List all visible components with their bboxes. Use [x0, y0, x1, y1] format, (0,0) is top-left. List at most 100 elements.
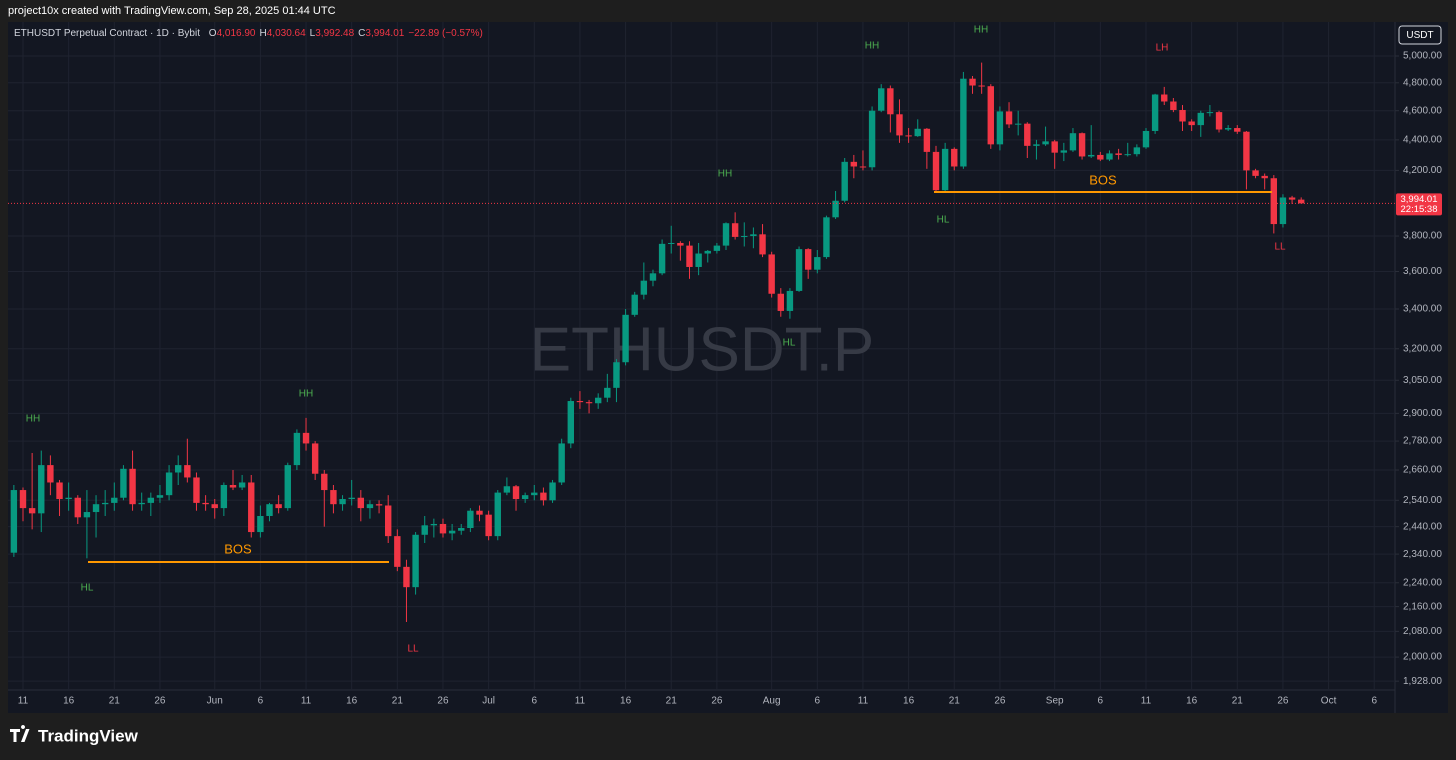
candle-body: [1288, 197, 1296, 200]
ohlc-key: H: [260, 28, 267, 39]
candle-body: [10, 490, 18, 553]
ohlc-value: 4,016.90: [217, 28, 256, 39]
candle-body: [220, 484, 228, 509]
candle-body: [1161, 94, 1168, 102]
y-tick-label: 2,660.00: [1403, 465, 1442, 476]
candle-body: [184, 465, 191, 478]
candle-body: [1097, 154, 1104, 160]
candle-body: [129, 468, 136, 505]
candle-body: [795, 249, 803, 291]
candle-body: [138, 502, 145, 505]
annotation: BOS: [1089, 172, 1117, 187]
candle-body: [248, 482, 255, 533]
candle-body: [521, 495, 529, 500]
candle-body: [841, 161, 848, 201]
candle-body: [430, 523, 438, 526]
y-tick-label: 3,800.00: [1403, 231, 1442, 242]
x-tick-label: 21: [949, 696, 961, 707]
candle-body: [1124, 154, 1131, 156]
candle-body: [1179, 109, 1186, 122]
candle-body: [731, 223, 739, 237]
candle-body: [540, 492, 547, 501]
candle-body: [266, 504, 273, 516]
candle-body: [1215, 112, 1223, 130]
annotation: LH: [1156, 43, 1169, 54]
candle-body: [1060, 150, 1068, 153]
currency-box[interactable]: [1398, 25, 1442, 45]
y-tick-label: 2,000.00: [1403, 652, 1442, 663]
x-tick-label: 21: [666, 696, 678, 707]
candle-body: [28, 508, 36, 514]
y-tick-label: 3,600.00: [1403, 266, 1442, 277]
candle-body: [467, 510, 474, 529]
y-tick-label: 2,240.00: [1403, 577, 1442, 588]
candle-body: [704, 250, 711, 254]
candle-body: [1224, 128, 1232, 130]
price-tag-price: 3,994.01: [1401, 194, 1438, 205]
x-tick-label: 21: [392, 696, 404, 707]
candle-body: [238, 482, 246, 488]
x-tick-label: 26: [437, 696, 449, 707]
chart-panel: [8, 22, 1448, 713]
y-tick-label: 4,600.00: [1403, 105, 1442, 116]
x-tick-label: 21: [109, 696, 121, 707]
candle-body: [1024, 123, 1031, 146]
candle-body: [193, 477, 200, 503]
candle-body: [768, 254, 775, 294]
candle-body: [293, 432, 301, 466]
candle-body: [750, 234, 757, 237]
candle-body: [175, 465, 182, 473]
candle-body: [960, 78, 967, 167]
candle-body: [786, 290, 794, 311]
x-tick-label: 16: [620, 696, 632, 707]
brand: TradingView: [38, 726, 139, 745]
x-tick-label: 6: [258, 696, 264, 707]
candle-body: [494, 492, 501, 537]
ohlc-key: O: [209, 28, 217, 39]
candle-body: [1033, 144, 1040, 146]
candle-body: [823, 217, 830, 258]
x-tick-label: 26: [1277, 696, 1289, 707]
candle-body: [147, 497, 155, 503]
x-tick-label: Jul: [482, 696, 495, 707]
y-tick-label: 5,000.00: [1403, 51, 1442, 62]
x-tick-label: Sep: [1046, 696, 1064, 707]
candle-body: [357, 497, 365, 509]
candle-body: [321, 473, 328, 491]
candle-body: [914, 128, 921, 137]
currency[interactable]: USDT: [1406, 30, 1433, 41]
candle-body: [375, 504, 383, 506]
x-tick-label: 16: [903, 696, 915, 707]
candle-body: [47, 465, 54, 483]
candle-body: [887, 88, 894, 115]
candle-body: [677, 242, 684, 246]
y-tick-label: 2,900.00: [1403, 408, 1442, 419]
candle-body: [403, 566, 410, 588]
candle-body: [878, 88, 885, 111]
candle-body: [257, 515, 264, 533]
x-tick-label: Jun: [207, 696, 223, 707]
candle-body: [202, 502, 209, 505]
candle-body: [1243, 131, 1250, 171]
y-tick-label: 2,080.00: [1403, 626, 1442, 637]
candle-body: [951, 148, 958, 167]
candle-body: [19, 490, 27, 509]
candle-body: [56, 482, 63, 500]
candle-body: [412, 534, 419, 588]
candle-body: [1142, 130, 1150, 148]
y-tick-label: 4,800.00: [1403, 77, 1442, 88]
candle-body: [741, 236, 748, 238]
candle-body: [613, 362, 620, 388]
x-tick-label: 6: [1098, 696, 1104, 707]
candle-body: [503, 486, 511, 493]
x-tick-label: 6: [815, 696, 821, 707]
candle-body: [83, 512, 91, 518]
candle-body: [585, 402, 593, 404]
candle-body: [1042, 141, 1049, 145]
candle-body: [385, 505, 392, 537]
candle-body: [713, 245, 721, 251]
change: −22.89 (−0.57%): [408, 28, 483, 39]
